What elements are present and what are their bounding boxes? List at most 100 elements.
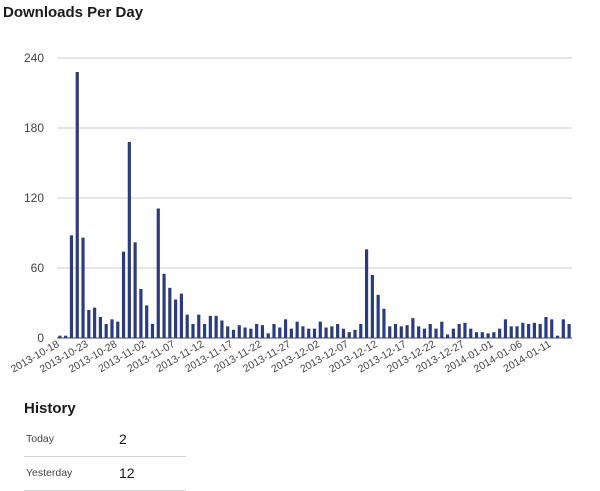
history-row-yesterday: Yesterday 12 (24, 457, 186, 491)
bar (162, 273, 166, 338)
bar (93, 307, 97, 338)
bar (226, 326, 230, 338)
bar (370, 275, 374, 338)
bar (544, 317, 548, 338)
bar (81, 237, 85, 338)
bar (469, 328, 473, 338)
bar (191, 324, 195, 338)
bar (486, 333, 490, 338)
bar (116, 321, 120, 338)
bar (266, 333, 270, 338)
bar (498, 328, 502, 338)
bar (168, 287, 172, 338)
bar (174, 299, 178, 338)
y-tick-label: 180 (24, 121, 44, 135)
bar (214, 315, 218, 338)
bar-series (58, 72, 571, 338)
bar (480, 332, 484, 338)
bar (289, 328, 293, 338)
bar (550, 319, 554, 338)
bar (237, 325, 241, 338)
bar (428, 324, 432, 338)
bar (417, 326, 421, 338)
bar (538, 324, 542, 338)
y-tick-label: 60 (31, 261, 45, 275)
bar (278, 327, 282, 338)
bar (156, 208, 160, 338)
y-axis-ticks: 0 60 120 180 240 (24, 51, 44, 345)
y-tick-label: 0 (37, 331, 44, 345)
bar (110, 319, 114, 338)
bar (283, 319, 288, 338)
bar (295, 321, 299, 338)
bar (405, 325, 409, 338)
bar (330, 326, 334, 338)
bar (301, 326, 305, 338)
history-label-yesterday: Yesterday (26, 467, 73, 479)
bar (185, 314, 189, 338)
bar (220, 320, 224, 338)
history-value-yesterday: 12 (119, 465, 135, 481)
bar (393, 324, 398, 338)
bar (555, 335, 560, 338)
bar (272, 324, 276, 338)
bar (422, 328, 427, 338)
history-value-today: 2 (119, 431, 127, 447)
bar (451, 328, 455, 338)
history-row-today: Today 2 (24, 423, 186, 457)
bar (434, 328, 438, 338)
bar (312, 328, 317, 338)
bar (399, 326, 403, 338)
bar (260, 325, 265, 338)
bar (509, 326, 513, 338)
bar (336, 324, 340, 338)
bar (197, 314, 201, 338)
bar (463, 322, 467, 338)
bar (104, 324, 108, 338)
bar (532, 322, 536, 338)
bar (179, 293, 184, 338)
bar (359, 324, 363, 338)
downloads-chart: 0 60 120 180 240 2013-10-182013-10-232013-10… (9, 51, 572, 375)
y-tick-label: 120 (24, 191, 44, 205)
bar (307, 328, 311, 338)
bar (353, 329, 357, 338)
bar (69, 235, 74, 338)
bar (364, 249, 369, 338)
bar (133, 242, 137, 338)
bar (318, 321, 322, 338)
bar (75, 72, 79, 338)
bar (87, 310, 91, 338)
x-axis-ticks: 2013-10-182013-10-232013-10-282013-11-02… (9, 338, 554, 375)
bar (382, 308, 386, 338)
bar (376, 294, 380, 338)
bar (341, 328, 346, 338)
bar (515, 326, 519, 338)
bar (121, 251, 126, 338)
bar (527, 324, 531, 338)
bar (411, 318, 415, 338)
bar (249, 328, 253, 338)
bar (139, 289, 143, 338)
bar (445, 334, 450, 338)
bar (440, 321, 444, 338)
bar (492, 332, 496, 338)
y-tick-label: 240 (24, 51, 44, 65)
history-panel: History Today 2 Yesterday 12 (24, 400, 186, 491)
bar (474, 332, 479, 338)
chart-title: Downloads Per Day (3, 4, 144, 21)
bar (150, 324, 155, 338)
bar (457, 324, 461, 338)
bar (231, 329, 236, 338)
history-label-today: Today (26, 433, 55, 445)
history-title: History (24, 400, 76, 417)
bar (324, 327, 328, 338)
bar (202, 324, 207, 338)
bar (347, 332, 351, 338)
bar (64, 335, 68, 338)
bar (98, 317, 102, 338)
bar (521, 322, 525, 338)
bar (561, 319, 565, 338)
bar (567, 324, 571, 338)
bar (208, 315, 212, 338)
